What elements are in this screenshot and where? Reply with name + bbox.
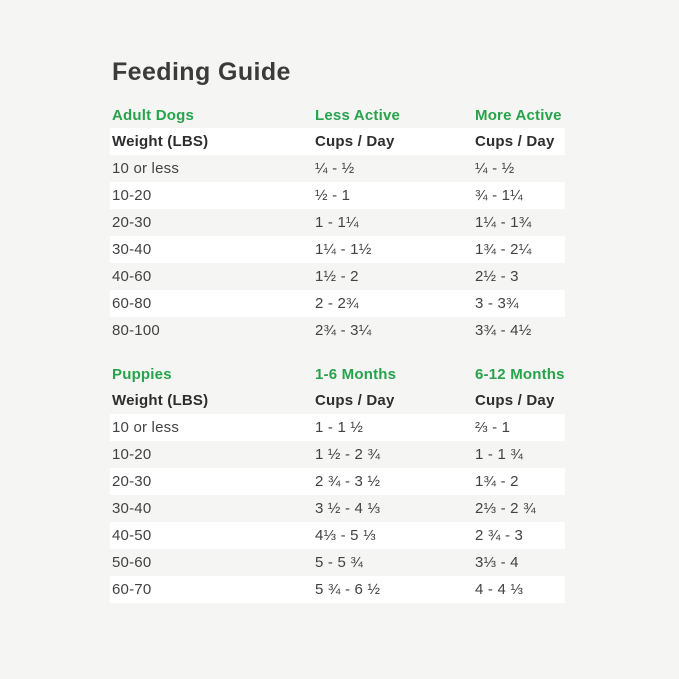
cups-col2-cell: 2¾ - 3¼ <box>315 322 372 339</box>
weight-cell: 20-30 <box>112 214 152 231</box>
table-row: 50-60 5 - 5 ¾ 3⅓ - 4 <box>110 549 565 576</box>
cups-col2-cell: 1¼ - 1½ <box>315 241 372 258</box>
table-row: 10-20 1 ½ - 2 ¾ 1 - 1 ¾ <box>110 441 565 468</box>
cups-col2-cell: 1 - 1¼ <box>315 214 359 231</box>
adult-dogs-rows: 10 or less ¼ - ½ ¼ - ½ 10-20 ½ - 1 ¾ - 1¼ 20-3… <box>110 155 565 344</box>
cups-col3-cell: 3⅓ - 4 <box>475 554 519 571</box>
table-row: 30-40 1¼ - 1½ 1¾ - 2¼ <box>110 236 565 263</box>
table-row: 20-30 2 ¾ - 3 ½ 1¾ - 2 <box>110 468 565 495</box>
feeding-guide-content: Feeding Guide Adult Dogs Less Active Mor… <box>110 58 565 603</box>
weight-header: Weight (LBS) <box>112 392 209 409</box>
adult-dogs-section-header: Adult Dogs Less Active More Active <box>110 102 565 128</box>
cups-col3-cell: ¾ - 1¼ <box>475 187 523 204</box>
column-header-less-active: Less Active <box>315 106 401 124</box>
weight-cell: 60-80 <box>112 295 152 312</box>
cups-col3-cell: 3¾ - 4½ <box>475 322 532 339</box>
puppies-header-row: Weight (LBS) Cups / Day Cups / Day <box>110 387 565 414</box>
adult-dogs-table: Adult Dogs Less Active More Active Weigh… <box>110 102 565 344</box>
table-row: 40-60 1½ - 2 2½ - 3 <box>110 263 565 290</box>
weight-cell: 50-60 <box>112 554 152 571</box>
cups-col3-cell: 1¾ - 2 <box>475 473 519 490</box>
cups-col3-cell: 1¼ - 1¾ <box>475 214 532 231</box>
cups-col2-cell: 5 - 5 ¾ <box>315 554 364 571</box>
table-row: 30-40 3 ½ - 4 ⅓ 2⅓ - 2 ¾ <box>110 495 565 522</box>
cups-col2-cell: 1 - 1 ½ <box>315 419 364 436</box>
column-header-1-6-months: 1-6 Months <box>315 365 397 383</box>
cups-col3-cell: ⅔ - 1 <box>475 419 511 436</box>
cups-per-day-header: Cups / Day <box>475 392 555 409</box>
column-header-more-active: More Active <box>475 106 562 124</box>
cups-col3-cell: 1 - 1 ¾ <box>475 446 524 463</box>
cups-col3-cell: 3 - 3¾ <box>475 295 519 312</box>
cups-col2-cell: ¼ - ½ <box>315 160 355 177</box>
table-row: 10-20 ½ - 1 ¾ - 1¼ <box>110 182 565 209</box>
weight-cell: 30-40 <box>112 241 152 258</box>
cups-per-day-header: Cups / Day <box>315 392 395 409</box>
cups-col3-cell: 4 - 4 ⅓ <box>475 581 524 598</box>
weight-cell: 80-100 <box>112 322 160 339</box>
weight-cell: 20-30 <box>112 473 152 490</box>
weight-cell: 10 or less <box>112 160 180 177</box>
puppies-section-header: Puppies 1-6 Months 6-12 Months <box>110 361 565 387</box>
adult-dogs-header-row: Weight (LBS) Cups / Day Cups / Day <box>110 128 565 155</box>
table-row: 10 or less 1 - 1 ½ ⅔ - 1 <box>110 414 565 441</box>
cups-col2-cell: 1½ - 2 <box>315 268 359 285</box>
weight-header: Weight (LBS) <box>112 133 209 150</box>
weight-cell: 10-20 <box>112 446 152 463</box>
cups-col3-cell: ¼ - ½ <box>475 160 515 177</box>
table-row: 40-50 4⅓ - 5 ⅓ 2 ¾ - 3 <box>110 522 565 549</box>
cups-col3-cell: 2 ¾ - 3 <box>475 527 524 544</box>
cups-per-day-header: Cups / Day <box>475 133 555 150</box>
table-row: 60-80 2 - 2¾ 3 - 3¾ <box>110 290 565 317</box>
cups-col3-cell: 2½ - 3 <box>475 268 519 285</box>
table-row: 10 or less ¼ - ½ ¼ - ½ <box>110 155 565 182</box>
weight-cell: 10 or less <box>112 419 180 436</box>
puppies-rows: 10 or less 1 - 1 ½ ⅔ - 1 10-20 1 ½ - 2 ¾ 1 - … <box>110 414 565 603</box>
cups-col2-cell: 3 ½ - 4 ⅓ <box>315 500 381 517</box>
table-row: 20-30 1 - 1¼ 1¼ - 1¾ <box>110 209 565 236</box>
weight-cell: 30-40 <box>112 500 152 517</box>
puppies-table: Puppies 1-6 Months 6-12 Months Weight (L… <box>110 361 565 603</box>
cups-col2-cell: 2 ¾ - 3 ½ <box>315 473 381 490</box>
cups-col2-cell: ½ - 1 <box>315 187 351 204</box>
cups-col3-cell: 2⅓ - 2 ¾ <box>475 500 536 517</box>
cups-per-day-header: Cups / Day <box>315 133 395 150</box>
table-row: 60-70 5 ¾ - 6 ½ 4 - 4 ⅓ <box>110 576 565 603</box>
cups-col2-cell: 2 - 2¾ <box>315 295 359 312</box>
column-header-6-12-months: 6-12 Months <box>475 365 565 383</box>
section-label-puppies: Puppies <box>112 365 172 383</box>
section-label-adult-dogs: Adult Dogs <box>112 106 194 124</box>
cups-col3-cell: 1¾ - 2¼ <box>475 241 532 258</box>
cups-col2-cell: 1 ½ - 2 ¾ <box>315 446 381 463</box>
page-title: Feeding Guide <box>112 58 291 86</box>
weight-cell: 60-70 <box>112 581 152 598</box>
weight-cell: 10-20 <box>112 187 152 204</box>
cups-col2-cell: 4⅓ - 5 ⅓ <box>315 527 376 544</box>
table-row: 80-100 2¾ - 3¼ 3¾ - 4½ <box>110 317 565 344</box>
weight-cell: 40-60 <box>112 268 152 285</box>
weight-cell: 40-50 <box>112 527 152 544</box>
cups-col2-cell: 5 ¾ - 6 ½ <box>315 581 381 598</box>
